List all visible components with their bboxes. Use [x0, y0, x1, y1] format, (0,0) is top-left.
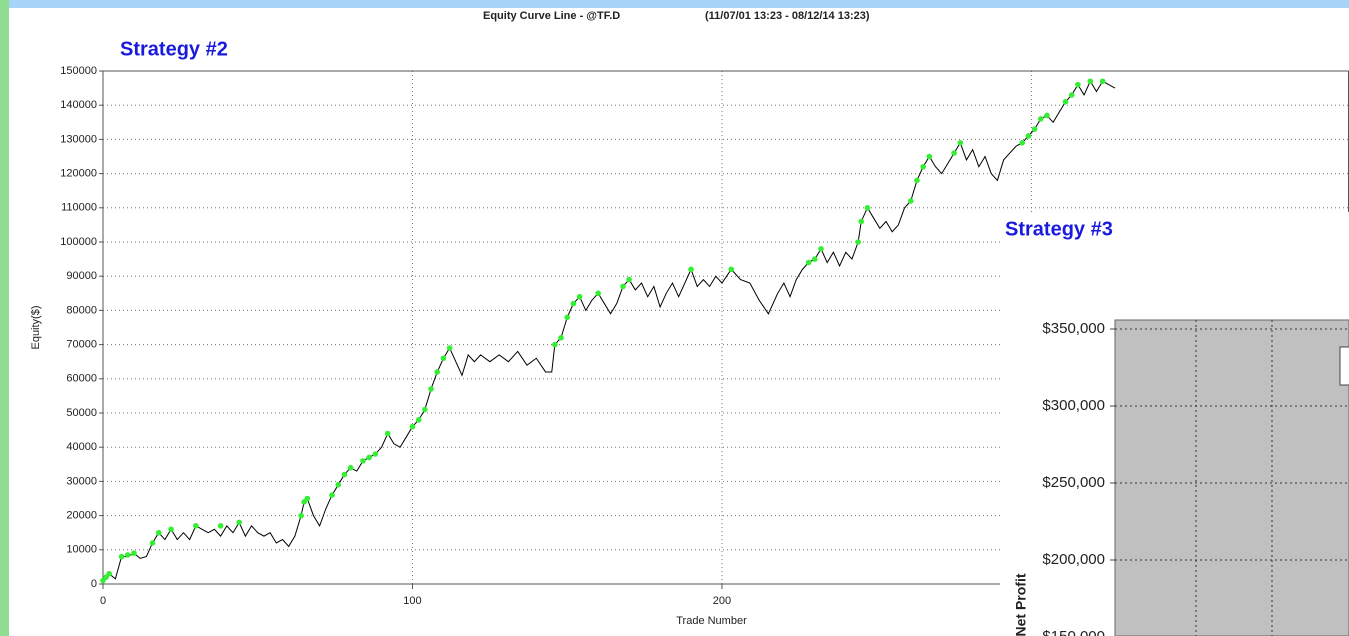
new-high-marker	[341, 471, 348, 478]
chart-title: Strategy #2	[120, 38, 228, 60]
new-high-marker	[1075, 81, 1081, 88]
new-high-marker	[914, 177, 920, 184]
new-high-marker	[564, 314, 571, 321]
new-high-marker	[864, 205, 871, 211]
new-high-marker	[858, 218, 865, 225]
new-high-marker	[366, 454, 372, 461]
new-high-marker	[335, 482, 342, 488]
new-high-marker	[304, 495, 311, 502]
new-high-marker	[1044, 112, 1050, 119]
new-high-marker	[124, 552, 131, 558]
new-high-marker	[329, 492, 335, 498]
y-tick-label: 40000	[66, 441, 97, 453]
new-high-marker	[818, 246, 824, 252]
new-high-marker	[415, 417, 422, 423]
new-high-marker	[434, 369, 441, 375]
y-tick-label: 50000	[66, 407, 97, 419]
new-high-marker	[552, 341, 558, 348]
new-high-marker	[595, 290, 601, 297]
y-axis-label: Net Profit	[1013, 573, 1029, 636]
new-high-marker	[1068, 92, 1075, 98]
y-tick-label: $200,000	[1042, 551, 1105, 568]
new-high-marker	[688, 266, 694, 273]
x-axis-label: Trade Number	[676, 615, 747, 627]
new-high-marker	[131, 550, 137, 557]
chart-title: Strategy #3	[1005, 218, 1113, 240]
date-range: (11/07/01 13:23 - 08/12/14 13:23)	[705, 10, 870, 22]
y-tick-label: $300,000	[1042, 397, 1105, 414]
new-high-marker	[384, 430, 391, 437]
new-high-marker	[570, 300, 577, 307]
new-high-marker	[372, 451, 379, 457]
y-tick-label: 0	[91, 578, 97, 590]
y-tick-label: $350,000	[1042, 320, 1105, 337]
y-tick-label: 90000	[66, 270, 97, 282]
new-high-marker	[168, 526, 174, 533]
new-high-marker	[1087, 78, 1094, 85]
new-high-marker	[926, 153, 933, 160]
new-high-marker	[728, 266, 735, 273]
y-tick-label: 80000	[66, 304, 97, 316]
x-tick-label: 100	[403, 595, 421, 607]
equity-line	[102, 80, 1116, 581]
chart-subtitle: Equity Curve Line - @TF.D	[483, 10, 620, 22]
new-high-marker	[1062, 98, 1069, 105]
new-high-marker	[428, 386, 434, 392]
new-high-marker	[440, 355, 447, 362]
plot-area	[1114, 319, 1349, 636]
y-axis-label: Equity($)	[30, 305, 42, 349]
y-tick-label: 10000	[66, 544, 97, 556]
new-high-marker	[957, 140, 964, 146]
new-high-marker	[907, 198, 914, 204]
new-high-marker	[626, 276, 632, 283]
y-tick-label: 60000	[66, 373, 97, 385]
y-tick-label: 70000	[66, 339, 97, 351]
legend-box	[1339, 346, 1349, 386]
new-high-marker	[620, 283, 626, 290]
y-tick-label: 120000	[60, 168, 97, 180]
new-high-marker	[805, 259, 812, 266]
new-high-marker	[149, 540, 156, 546]
new-high-marker	[298, 512, 304, 519]
new-high-marker	[446, 345, 453, 351]
new-high-marker	[855, 239, 861, 245]
y-tick-label: $150,000	[1042, 628, 1105, 636]
new-high-marker	[217, 523, 224, 529]
new-high-marker	[1031, 126, 1038, 132]
x-tick-label: 0	[100, 595, 106, 607]
new-high-marker	[106, 570, 112, 577]
new-high-marker	[347, 464, 354, 471]
y-tick-label: 20000	[66, 510, 97, 522]
new-high-marker	[951, 150, 957, 156]
new-high-marker	[236, 519, 242, 526]
top-border	[0, 0, 1349, 8]
left-border	[0, 0, 9, 636]
new-high-marker	[1037, 116, 1044, 122]
new-high-marker	[155, 529, 162, 536]
new-high-marker	[1099, 78, 1106, 85]
y-tick-label: 150000	[60, 65, 97, 77]
new-high-marker	[422, 406, 428, 413]
new-high-marker	[409, 423, 416, 430]
y-tick-label: 100000	[60, 236, 97, 248]
y-tick-label: 140000	[60, 99, 97, 111]
new-high-marker	[360, 458, 366, 464]
new-high-marker	[193, 523, 199, 529]
strategy-3-chart: Strategy #3 $150,000 $200,000 $250,000 $300,…	[1000, 212, 1349, 636]
new-high-marker	[1025, 133, 1032, 139]
new-high-marker	[118, 553, 125, 560]
new-high-marker	[1019, 140, 1025, 146]
new-high-marker	[576, 293, 583, 300]
y-tick-label: 130000	[60, 133, 97, 145]
new-high-marker	[812, 256, 818, 262]
x-tick-label: 200	[713, 595, 731, 607]
y-tick-label: $250,000	[1042, 474, 1105, 491]
y-tick-label: 30000	[66, 475, 97, 487]
new-high-marker	[920, 163, 926, 170]
y-tick-label: 110000	[61, 202, 97, 214]
new-high-marker	[558, 334, 564, 341]
